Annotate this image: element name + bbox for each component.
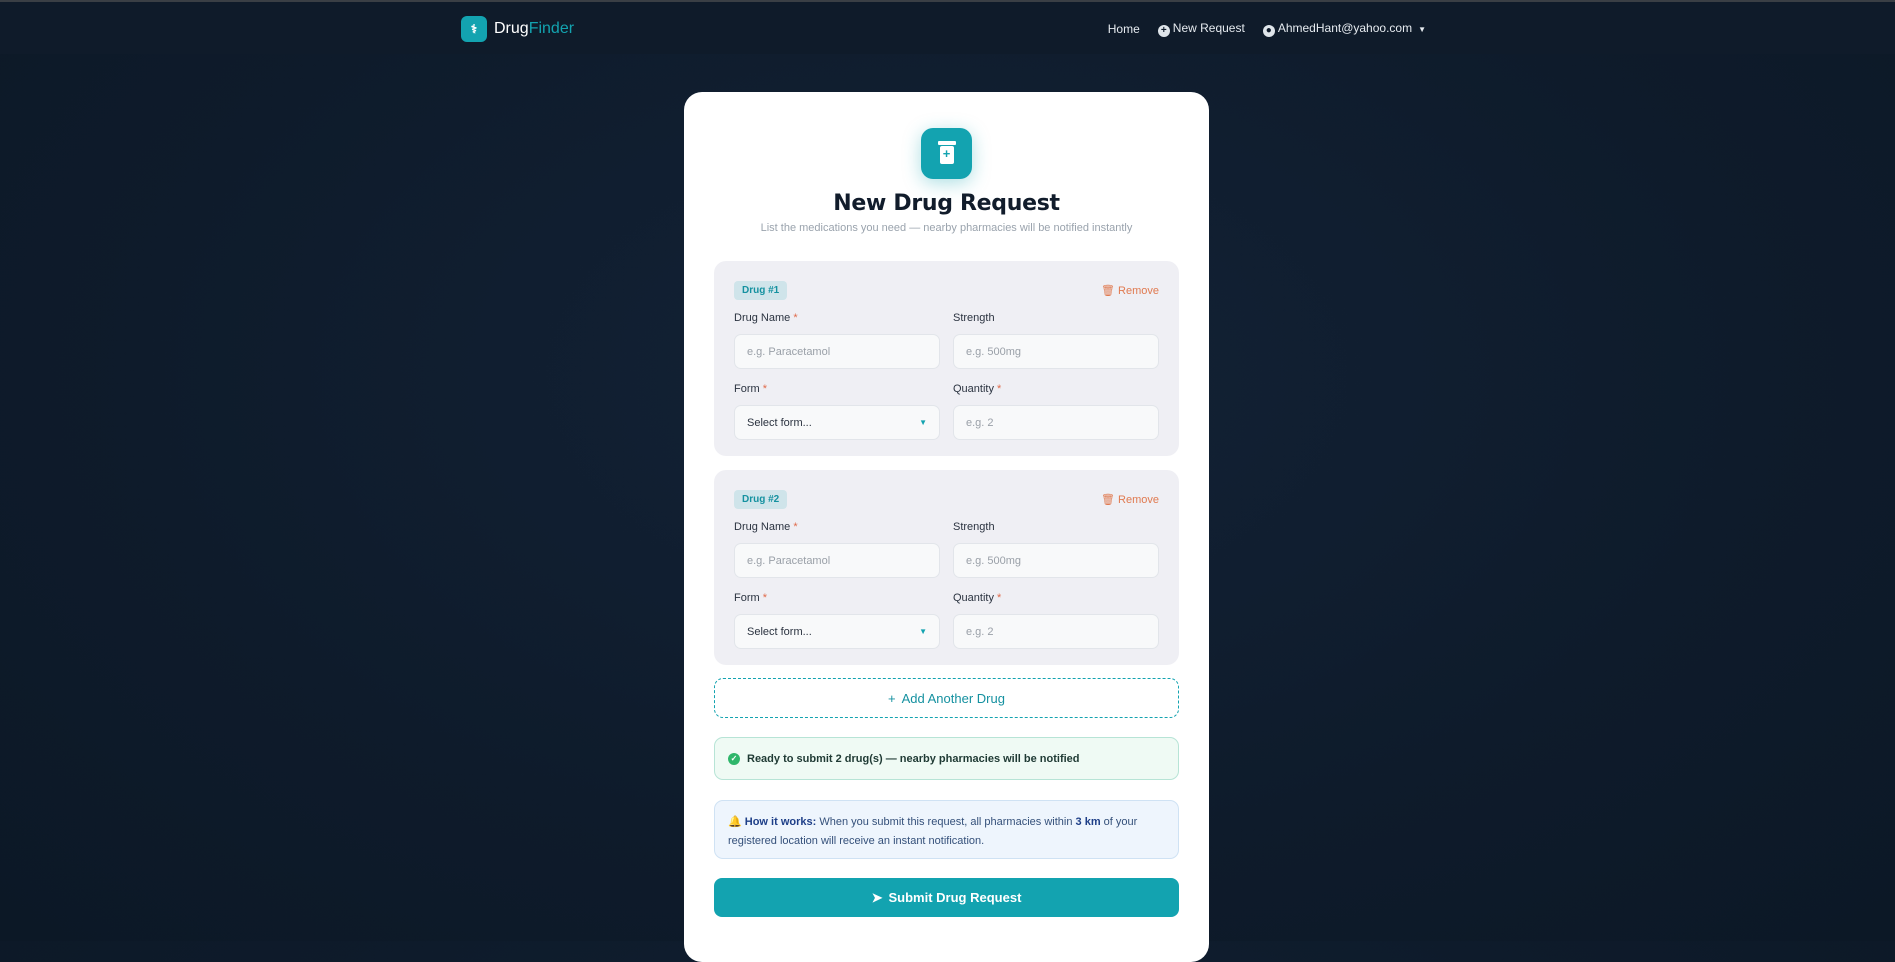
page-subtitle: List the medications you need — nearby p… xyxy=(760,222,1133,234)
brand-prefix: Drug xyxy=(494,20,529,37)
pills-logo-icon: ⚕ xyxy=(461,16,487,42)
strength-input[interactable]: e.g. 500mg xyxy=(953,543,1159,578)
quantity-input[interactable]: e.g. 2 xyxy=(953,614,1159,649)
remove-drug-button[interactable]: 🗑 Remove xyxy=(1101,493,1159,506)
drug-name-input[interactable]: e.g. Paracetamol xyxy=(734,543,940,578)
strength-input[interactable]: e.g. 500mg xyxy=(953,334,1159,369)
drug-badge: Drug #2 xyxy=(734,489,788,509)
trash-icon: 🗑 xyxy=(1101,284,1115,297)
paper-plane-icon: ➤ xyxy=(871,889,883,905)
prescription-bottle-icon xyxy=(921,128,972,179)
nav-home-link[interactable]: Home xyxy=(1107,22,1140,36)
plus-icon: + xyxy=(888,690,896,706)
check-circle-icon: ✓ xyxy=(728,752,740,765)
form-select[interactable]: Select form... ▼ xyxy=(734,405,940,440)
quantity-label: Quantity * xyxy=(953,592,1002,604)
brand-suffix: Finder xyxy=(528,20,575,37)
drug-item-1: Drug #1 🗑 Remove Drug Name * e.g. Parace… xyxy=(714,261,1179,456)
chevron-down-icon: ▼ xyxy=(919,418,927,427)
nav-new-request-link[interactable]: + New Request xyxy=(1157,21,1245,37)
drug-name-input[interactable]: e.g. Paracetamol xyxy=(734,334,940,369)
nav-new-request-label: New Request xyxy=(1172,21,1245,35)
chevron-down-icon: ▼ xyxy=(919,627,927,636)
navbar: ⚕ DrugFinder Home + New Request ● AhmedHan… xyxy=(0,2,1895,54)
form-label: Form * xyxy=(734,383,768,395)
drug-badge: Drug #1 xyxy=(734,280,788,300)
drug-item-2: Drug #2 🗑 Remove Drug Name * e.g. Parace… xyxy=(714,470,1179,665)
brand-logo-link[interactable]: ⚕ DrugFinder xyxy=(461,16,574,42)
add-drug-button[interactable]: + Add Another Drug xyxy=(714,678,1179,718)
caret-down-icon: ▼ xyxy=(1418,25,1426,34)
user-email: AhmedHant@yahoo.com xyxy=(1277,21,1413,35)
user-menu-dropdown[interactable]: ● AhmedHant@yahoo.com ▼ xyxy=(1262,21,1426,37)
quantity-label: Quantity * xyxy=(953,383,1002,395)
form-select[interactable]: Select form... ▼ xyxy=(734,614,940,649)
plus-circle-icon: + xyxy=(1157,25,1170,37)
user-circle-icon: ● xyxy=(1262,25,1275,37)
drug-name-label: Drug Name * xyxy=(734,521,798,533)
strength-label: Strength xyxy=(953,521,995,533)
quantity-input[interactable]: e.g. 2 xyxy=(953,405,1159,440)
form-label: Form * xyxy=(734,592,768,604)
request-card: New Drug Request List the medications yo… xyxy=(684,92,1209,962)
strength-label: Strength xyxy=(953,312,995,324)
bell-icon: 🔔 xyxy=(728,816,742,828)
page-title: New Drug Request xyxy=(833,191,1060,216)
how-it-works-info: 🔔 How it works: When you submit this req… xyxy=(714,800,1179,859)
trash-icon: 🗑 xyxy=(1101,493,1115,506)
ready-status-alert: ✓ Ready to submit 2 drug(s) — nearby phar… xyxy=(714,737,1179,780)
submit-request-button[interactable]: ➤ Submit Drug Request xyxy=(714,878,1179,917)
remove-drug-button[interactable]: 🗑 Remove xyxy=(1101,284,1159,297)
window-border xyxy=(0,0,1895,2)
drug-name-label: Drug Name * xyxy=(734,312,798,324)
